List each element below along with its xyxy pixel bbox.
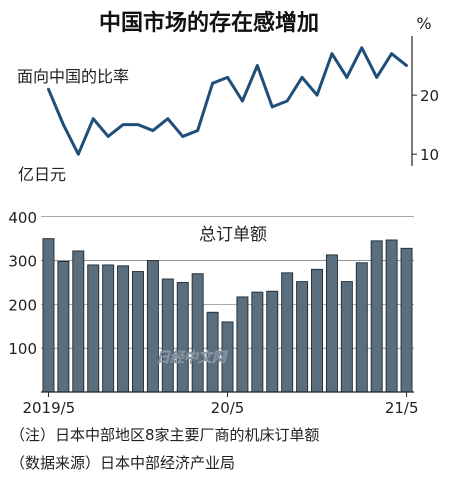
line-point (345, 75, 349, 79)
bar (311, 268, 323, 393)
bar (355, 262, 368, 393)
line-point (360, 46, 364, 50)
bar (42, 238, 55, 393)
bar (400, 247, 413, 393)
line-point (211, 81, 214, 85)
bar (57, 261, 70, 393)
bar-y-unit-label: 亿日元 (18, 165, 66, 184)
line-point (300, 75, 304, 79)
line-y-ticks: 10 20 (412, 87, 439, 164)
bar (251, 291, 264, 393)
bar-y-tick-label: 400 (8, 209, 37, 227)
line-point (285, 99, 289, 103)
line-series-path (47, 46, 408, 156)
line-chart-title: 中国市场的存在感增加 (99, 10, 319, 36)
bar (102, 264, 115, 393)
bar (161, 278, 174, 393)
line-point (136, 123, 140, 127)
line-point (106, 135, 110, 138)
line-point (255, 64, 259, 67)
line-point (151, 129, 155, 132)
bar (191, 273, 204, 393)
line-point (166, 117, 170, 121)
bar (266, 290, 279, 393)
line-point (181, 135, 185, 138)
bar-y-tick-label: 200 (8, 296, 37, 314)
bar-y-tick-label: 100 (8, 340, 37, 358)
bar (296, 281, 309, 393)
line-point (315, 93, 319, 97)
bars (42, 238, 413, 393)
bar (370, 240, 383, 393)
line-point (270, 105, 274, 109)
bar (87, 264, 100, 393)
line-y-unit-label: % (416, 14, 431, 33)
bar-y-tick-label: 300 (8, 253, 37, 271)
line-point (241, 99, 244, 103)
bar-x-tick-label: 21/5 (385, 399, 419, 417)
bar-x-tick-label: 20/5 (211, 399, 245, 417)
bar (72, 250, 85, 393)
bar-y-tick-labels: 100 200 300 400 (8, 209, 37, 358)
line-point (375, 75, 379, 79)
line-point (61, 123, 65, 127)
bar-x-tick-label: 2019/5 (22, 399, 75, 417)
bar (340, 281, 353, 393)
bar-chart-title: 总订单额 (199, 225, 267, 245)
line-y-tick-label: 20 (420, 87, 439, 105)
line-points (47, 46, 408, 156)
footnote: （注）日本中部地区8家主要厂商的机床订单额 (10, 426, 320, 444)
bar (325, 254, 338, 393)
line-point (76, 152, 80, 156)
bar (385, 239, 398, 393)
source-note: （数据来源）日本中部经济产业局 (10, 454, 235, 472)
bar (176, 282, 189, 393)
line-point (196, 129, 200, 132)
line-series-name: 面向中国的比率 (17, 67, 129, 86)
bar (117, 265, 130, 393)
line-point (405, 64, 408, 67)
line-point (91, 117, 95, 121)
bar (146, 260, 159, 393)
line-y-tick-label: 10 (420, 146, 439, 164)
line-point (390, 52, 394, 56)
line-point (47, 87, 50, 91)
bar (132, 271, 144, 393)
bar-x-tick-labels: 2019/5 20/5 21/5 (22, 392, 419, 417)
bar (236, 296, 249, 393)
bar (281, 272, 294, 393)
line-point (226, 75, 229, 79)
line-point (121, 123, 125, 127)
watermark: 日经中文网 (156, 349, 228, 366)
line-point (330, 52, 334, 56)
